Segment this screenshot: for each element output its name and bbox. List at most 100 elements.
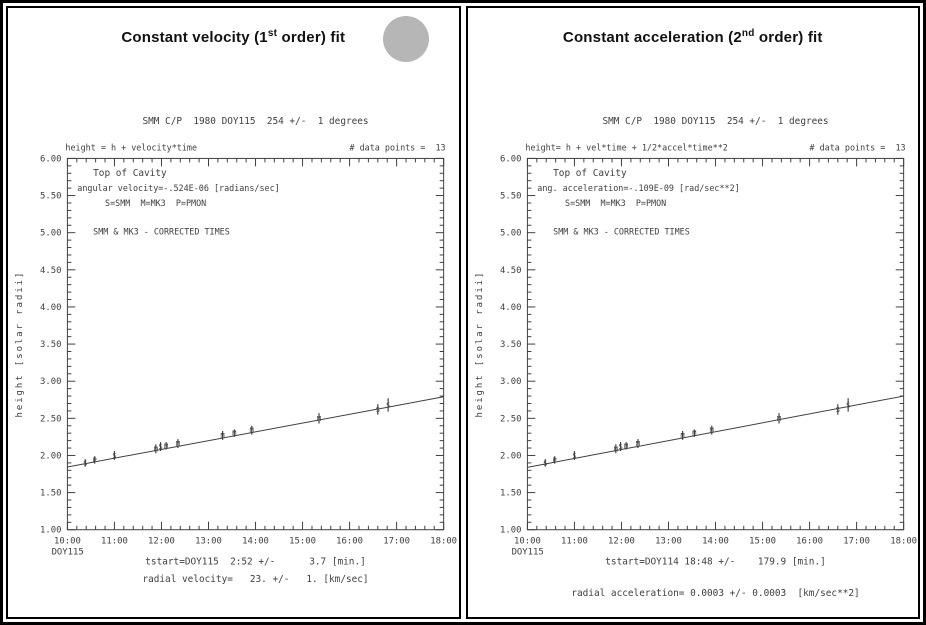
ytick-label: 5.00 [40, 229, 61, 239]
ytick-label: 3.00 [500, 377, 521, 387]
ytick-label: 2.50 [40, 414, 61, 424]
xtick-label: 16:00 [796, 537, 823, 547]
fit-result-line: radial acceleration= 0.0003 +/- 0.0003 [… [571, 588, 859, 599]
gray-circle-icon [383, 16, 429, 62]
data-point-marker: S [112, 452, 116, 460]
plot-annotation: Top of Cavity [93, 168, 167, 179]
x-axis-note: DOY115 [52, 547, 84, 557]
ytick-label: 1.00 [500, 526, 521, 536]
xtick-label: 12:00 [608, 537, 635, 547]
ytick-label: 3.00 [40, 377, 61, 387]
xtick-label: 18:00 [430, 537, 457, 547]
data-point-marker: S [83, 459, 87, 467]
data-point-marker: M [709, 427, 713, 435]
chart-header: SMM C/P 1980 DOY115 254 +/- 1 degrees [602, 116, 828, 127]
plot-annotation: ang. acceleration=-.109E-09 [rad/sec**2] [537, 183, 739, 193]
xtick-label: 18:00 [890, 537, 917, 547]
data-point-marker: M [221, 432, 225, 440]
fit-line [526, 395, 904, 468]
data-point-marker: M [624, 442, 628, 450]
fit-result-line: tstart=DOY114 18:48 +/- 179.9 [min.] [605, 556, 826, 567]
panel-title-text: order) fit [754, 29, 823, 46]
panel-title-text: Constant velocity (1 [121, 29, 268, 46]
plot-annotation: SMM & MK3 - CORRECTED TIMES [553, 227, 690, 237]
ytick-label: 5.00 [500, 229, 521, 239]
ytick-label: 3.50 [40, 340, 61, 350]
data-point-marker: M [776, 415, 780, 423]
xtick-label: 13:00 [655, 537, 682, 547]
plot-annotation: angular velocity=-.524E-06 [radians/sec] [77, 183, 279, 193]
xtick-label: 10:00 [54, 537, 81, 547]
ytick-label: 4.00 [40, 303, 61, 313]
datapoints-count-label: # data points = 13 [809, 143, 905, 153]
data-point-marker: M [613, 445, 617, 453]
data-point-marker: S [835, 406, 839, 414]
xtick-label: 12:00 [148, 537, 175, 547]
xtick-label: 11:00 [561, 537, 588, 547]
fit-result-line: tstart=DOY115 2:52 +/- 3.7 [min.] [145, 556, 366, 567]
xtick-label: 17:00 [843, 537, 870, 547]
fit-result-line: radial velocity= 23. +/- 1. [km/sec] [142, 574, 368, 585]
ytick-label: 5.50 [40, 192, 61, 202]
data-point-marker: M [232, 430, 236, 438]
plot-annotation: SMM & MK3 - CORRECTED TIMES [93, 227, 230, 237]
xtick-label: 16:00 [336, 537, 363, 547]
panel-title-superscript: nd [741, 28, 755, 39]
data-point-marker: S [543, 459, 547, 467]
marker-legend: S=SMM M=MK3 P=PMON [565, 198, 666, 208]
data-point-marker: M [680, 432, 684, 440]
ytick-label: 4.00 [500, 303, 521, 313]
chart-constant-velocity-fit: SMM C/P 1980 DOY115 254 +/- 1 degrees hei… [15, 116, 457, 585]
ytick-label: 6.00 [500, 154, 521, 164]
panel-title-text: order) fit [277, 29, 346, 46]
axis-frame [66, 157, 445, 531]
datapoints-count-label: # data points = 13 [349, 143, 445, 153]
ytick-label: 4.50 [500, 266, 521, 276]
ytick-label: 1.50 [40, 489, 61, 499]
data-point-marker: S [846, 401, 850, 409]
data-point-marker: M [176, 440, 180, 448]
x-axis-note: DOY115 [511, 547, 543, 557]
model-equation-label: height = h + velocity*time [65, 143, 197, 153]
chart-header: SMM C/P 1980 DOY115 254 +/- 1 degrees [142, 116, 368, 127]
y-axis-label: height [solar radii] [474, 271, 484, 418]
y-axis-label: height [solar radii] [15, 271, 25, 418]
xtick-label: 13:00 [195, 537, 222, 547]
model-equation-label: height= h + vel*time + 1/2*accel*time**2 [525, 143, 727, 153]
data-point-marker: M [250, 427, 254, 435]
ytick-label: 6.00 [40, 154, 61, 164]
data-point-marker: P [93, 456, 97, 464]
ytick-label: 2.50 [500, 414, 521, 424]
xtick-label: 17:00 [383, 537, 410, 547]
chart-constant-acceleration-fit: SMM C/P 1980 DOY115 254 +/- 1 degrees hei… [474, 116, 917, 599]
xtick-label: 14:00 [242, 537, 269, 547]
data-point-marker: M [164, 442, 168, 450]
panel-title-acceleration: Constant acceleration (2nd order) fit [468, 28, 919, 46]
ytick-label: 3.50 [500, 340, 521, 350]
data-point-marker: S [572, 452, 576, 460]
data-point-marker: S [158, 443, 162, 451]
ytick-label: 2.00 [40, 451, 61, 461]
plot-annotation: Top of Cavity [553, 168, 627, 179]
xtick-label: 11:00 [101, 537, 128, 547]
panel-constant-velocity: Constant velocity (1st order) fit SMM C/… [6, 6, 461, 619]
xtick-label: 15:00 [749, 537, 776, 547]
data-point-marker: M [692, 430, 696, 438]
marker-legend: S=SMM M=MK3 P=PMON [105, 198, 206, 208]
data-point-marker: P [552, 456, 556, 464]
axis-frame [526, 157, 904, 531]
ytick-label: 1.50 [500, 489, 521, 499]
data-point-marker: S [618, 443, 622, 451]
panel-title-velocity: Constant velocity (1st order) fit [8, 28, 459, 46]
xtick-label: 15:00 [289, 537, 316, 547]
xtick-label: 10:00 [514, 537, 541, 547]
panel-constant-acceleration: Constant acceleration (2nd order) fit SM… [465, 6, 920, 619]
data-point-marker: S [376, 406, 380, 414]
data-point-marker: M [317, 415, 321, 423]
ytick-label: 4.50 [40, 266, 61, 276]
data-point-marker: M [635, 440, 639, 448]
ytick-label: 1.00 [40, 526, 61, 536]
data-point-marker: M [154, 445, 158, 453]
panel-title-superscript: st [267, 28, 278, 39]
